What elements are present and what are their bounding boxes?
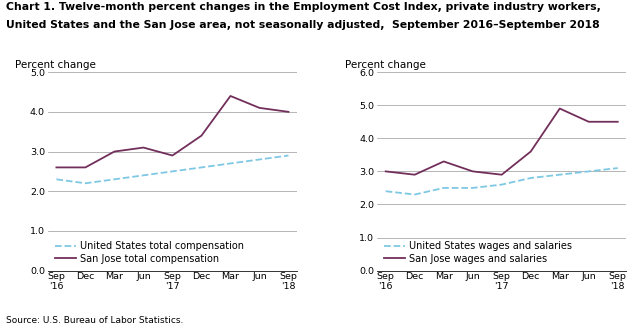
United States wages and salaries bbox=[585, 169, 593, 173]
United States wages and salaries bbox=[469, 186, 476, 190]
San Jose total compensation bbox=[198, 134, 205, 138]
Text: Source: U.S. Bureau of Labor Statistics.: Source: U.S. Bureau of Labor Statistics. bbox=[6, 316, 184, 325]
San Jose total compensation bbox=[81, 165, 89, 169]
Line: San Jose total compensation: San Jose total compensation bbox=[57, 96, 289, 167]
United States wages and salaries bbox=[527, 176, 534, 180]
United States total compensation bbox=[111, 177, 118, 181]
San Jose total compensation bbox=[169, 154, 176, 157]
United States wages and salaries bbox=[411, 193, 418, 196]
Text: Percent change: Percent change bbox=[15, 60, 96, 70]
United States total compensation bbox=[140, 174, 148, 177]
United States total compensation bbox=[256, 157, 263, 161]
Line: United States wages and salaries: United States wages and salaries bbox=[385, 168, 618, 195]
United States wages and salaries bbox=[556, 173, 563, 177]
San Jose wages and salaries bbox=[585, 120, 593, 124]
United States total compensation bbox=[169, 169, 176, 173]
San Jose total compensation bbox=[226, 94, 234, 98]
United States wages and salaries bbox=[440, 186, 448, 190]
Text: United States and the San Jose area, not seasonally adjusted,  September 2016–Se: United States and the San Jose area, not… bbox=[6, 20, 600, 30]
San Jose total compensation bbox=[111, 150, 118, 154]
Legend: United States wages and salaries, San Jose wages and salaries: United States wages and salaries, San Jo… bbox=[382, 239, 574, 266]
San Jose wages and salaries bbox=[382, 169, 389, 173]
United States wages and salaries bbox=[382, 189, 389, 193]
United States wages and salaries bbox=[614, 166, 621, 170]
United States total compensation bbox=[285, 154, 293, 157]
San Jose wages and salaries bbox=[411, 173, 418, 177]
Text: Percent change: Percent change bbox=[345, 60, 425, 70]
San Jose total compensation bbox=[285, 110, 293, 114]
San Jose total compensation bbox=[140, 146, 148, 150]
Line: San Jose wages and salaries: San Jose wages and salaries bbox=[385, 109, 618, 175]
San Jose wages and salaries bbox=[498, 173, 506, 177]
San Jose wages and salaries bbox=[469, 169, 476, 173]
San Jose total compensation bbox=[53, 165, 60, 169]
United States total compensation bbox=[53, 177, 60, 181]
United States total compensation bbox=[198, 165, 205, 169]
San Jose wages and salaries bbox=[527, 150, 534, 154]
San Jose wages and salaries bbox=[614, 120, 621, 124]
San Jose wages and salaries bbox=[556, 107, 563, 111]
Line: United States total compensation: United States total compensation bbox=[57, 155, 289, 183]
United States total compensation bbox=[81, 181, 89, 185]
Legend: United States total compensation, San Jose total compensation: United States total compensation, San Jo… bbox=[53, 239, 245, 266]
San Jose total compensation bbox=[256, 106, 263, 110]
United States total compensation bbox=[226, 161, 234, 165]
San Jose wages and salaries bbox=[440, 159, 448, 163]
Text: Chart 1. Twelve-month percent changes in the Employment Cost Index, private indu: Chart 1. Twelve-month percent changes in… bbox=[6, 2, 601, 11]
United States wages and salaries bbox=[498, 183, 506, 187]
